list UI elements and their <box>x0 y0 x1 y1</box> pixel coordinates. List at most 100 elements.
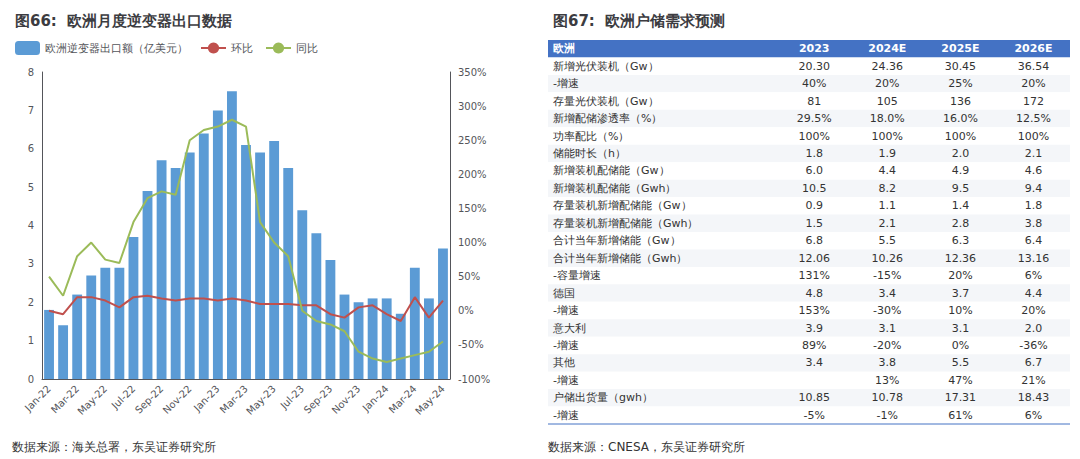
svg-text:图67: 欧洲户储需求预测: 图67: 欧洲户储需求预测 <box>553 12 725 30</box>
svg-text:3.1: 3.1 <box>952 322 970 335</box>
svg-text:0.9: 0.9 <box>805 199 823 212</box>
svg-text:数据来源：CNESA，东吴证券研究所: 数据来源：CNESA，东吴证券研究所 <box>548 440 745 454</box>
svg-text:-增速: -增速 <box>553 304 579 317</box>
svg-text:200%: 200% <box>458 169 487 180</box>
svg-text:4.4: 4.4 <box>1025 287 1043 300</box>
svg-text:6%: 6% <box>1025 269 1042 282</box>
svg-text:6.0: 6.0 <box>805 164 823 177</box>
svg-text:存量装机新增配储能（Gwh）: 存量装机新增配储能（Gwh） <box>553 217 699 230</box>
svg-text:其他: 其他 <box>553 356 575 369</box>
svg-text:153%: 153% <box>798 304 829 317</box>
svg-text:Jan-24: Jan-24 <box>360 383 391 414</box>
svg-text:5.5: 5.5 <box>879 234 897 247</box>
svg-text:36.54: 36.54 <box>1018 60 1050 73</box>
svg-text:新增装机配储能（Gwh）: 新增装机配储能（Gwh） <box>553 182 677 195</box>
svg-text:5.5: 5.5 <box>952 356 970 369</box>
svg-text:2.1: 2.1 <box>879 217 897 230</box>
svg-text:24.36: 24.36 <box>872 60 904 73</box>
svg-text:50%: 50% <box>458 271 480 282</box>
svg-text:合计当年新增储能（Gw）: 合计当年新增储能（Gw） <box>553 234 681 247</box>
svg-text:40%: 40% <box>802 77 826 90</box>
svg-text:存量装机新增配储能（Gw）: 存量装机新增配储能（Gw） <box>553 199 692 212</box>
svg-text:4: 4 <box>28 220 34 231</box>
svg-text:-容量增速: -容量增速 <box>553 269 601 282</box>
svg-text:12.06: 12.06 <box>798 252 830 265</box>
svg-text:30.45: 30.45 <box>945 60 977 73</box>
svg-text:1.8: 1.8 <box>1025 199 1043 212</box>
svg-text:0: 0 <box>28 374 34 385</box>
svg-text:Nov-22: Nov-22 <box>161 383 194 416</box>
svg-text:1.4: 1.4 <box>952 199 970 212</box>
svg-text:1.9: 1.9 <box>879 147 897 160</box>
svg-text:2023: 2023 <box>799 42 830 55</box>
svg-text:3.7: 3.7 <box>952 287 970 300</box>
svg-text:意大利: 意大利 <box>552 322 586 335</box>
svg-text:47%: 47% <box>948 374 972 387</box>
svg-text:9.4: 9.4 <box>1025 182 1043 195</box>
svg-text:6%: 6% <box>1025 409 1042 422</box>
svg-text:3: 3 <box>28 258 34 269</box>
svg-text:德国: 德国 <box>553 287 575 300</box>
svg-text:图66: 欧洲月度逆变器出口数据: 图66: 欧洲月度逆变器出口数据 <box>15 12 232 30</box>
svg-text:4.8: 4.8 <box>805 287 823 300</box>
svg-text:18.0%: 18.0% <box>870 112 905 125</box>
svg-text:户储出货量（gwh）: 户储出货量（gwh） <box>553 391 653 404</box>
svg-text:-增速: -增速 <box>553 374 579 387</box>
svg-text:9.5: 9.5 <box>952 182 970 195</box>
svg-text:10.5: 10.5 <box>802 182 827 195</box>
svg-text:1.8: 1.8 <box>805 147 823 160</box>
svg-text:100%: 100% <box>798 130 829 143</box>
svg-text:2.8: 2.8 <box>952 217 970 230</box>
svg-text:16.0%: 16.0% <box>943 112 978 125</box>
svg-text:100%: 100% <box>1018 130 1049 143</box>
svg-text:4.4: 4.4 <box>879 164 897 177</box>
svg-text:-1%: -1% <box>877 409 898 422</box>
svg-text:20.30: 20.30 <box>798 60 830 73</box>
svg-text:3.1: 3.1 <box>879 322 897 335</box>
svg-text:-5%: -5% <box>804 409 825 422</box>
svg-text:105: 105 <box>877 95 898 108</box>
svg-text:6.3: 6.3 <box>952 234 970 247</box>
svg-text:6.8: 6.8 <box>805 234 823 247</box>
svg-text:61%: 61% <box>948 409 972 422</box>
svg-text:81: 81 <box>807 95 821 108</box>
svg-text:3.8: 3.8 <box>1025 217 1043 230</box>
svg-text:3.9: 3.9 <box>805 322 823 335</box>
svg-text:同比: 同比 <box>296 42 318 55</box>
svg-text:150%: 150% <box>458 203 487 214</box>
svg-text:6.4: 6.4 <box>1025 234 1043 247</box>
svg-text:-增速: -增速 <box>553 339 579 352</box>
svg-text:2024E: 2024E <box>868 42 906 55</box>
svg-text:May-23: May-23 <box>244 383 278 417</box>
svg-text:5: 5 <box>28 182 34 193</box>
svg-text:10.78: 10.78 <box>872 391 904 404</box>
svg-text:20%: 20% <box>948 269 972 282</box>
svg-text:20%: 20% <box>1021 77 1045 90</box>
svg-text:-30%: -30% <box>873 304 901 317</box>
svg-text:3.4: 3.4 <box>879 287 897 300</box>
svg-text:13.16: 13.16 <box>1018 252 1050 265</box>
svg-text:2.0: 2.0 <box>1025 322 1043 335</box>
svg-text:3.4: 3.4 <box>805 356 823 369</box>
svg-text:100%: 100% <box>458 237 487 248</box>
svg-text:0%: 0% <box>458 305 474 316</box>
svg-text:Sep-22: Sep-22 <box>133 383 166 416</box>
svg-text:7: 7 <box>28 105 34 116</box>
svg-text:1: 1 <box>28 335 34 346</box>
svg-text:250%: 250% <box>458 135 487 146</box>
svg-text:-15%: -15% <box>873 269 901 282</box>
svg-text:-20%: -20% <box>873 339 901 352</box>
svg-text:172: 172 <box>1023 95 1044 108</box>
svg-text:-50%: -50% <box>458 339 484 350</box>
svg-text:功率配比（%）: 功率配比（%） <box>553 130 629 143</box>
svg-text:-100%: -100% <box>458 374 490 385</box>
svg-text:8.2: 8.2 <box>879 182 897 195</box>
svg-text:2.1: 2.1 <box>1025 147 1043 160</box>
svg-text:29.5%: 29.5% <box>797 112 832 125</box>
svg-text:300%: 300% <box>458 101 487 112</box>
svg-text:8: 8 <box>28 67 34 78</box>
svg-text:17.31: 17.31 <box>945 391 977 404</box>
svg-text:20%: 20% <box>875 77 899 90</box>
svg-text:-增速: -增速 <box>553 409 579 422</box>
svg-text:89%: 89% <box>802 339 826 352</box>
